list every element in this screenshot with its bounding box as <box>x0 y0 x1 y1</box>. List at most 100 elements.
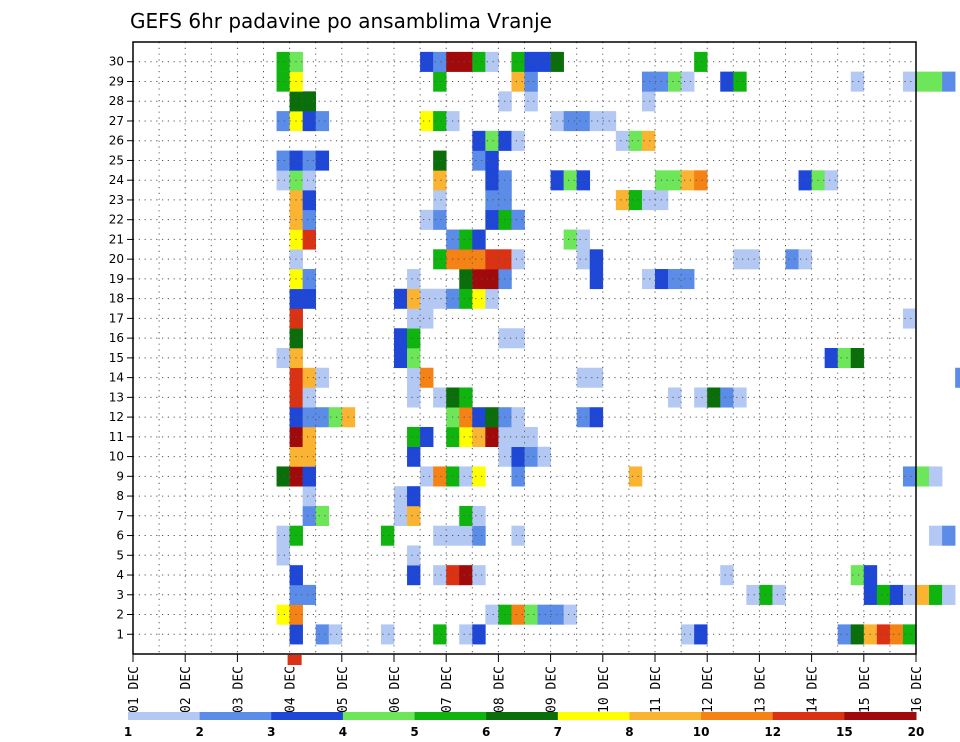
precip-cell <box>850 565 865 586</box>
precip-cell <box>328 407 343 428</box>
precip-cell <box>785 249 799 270</box>
precip-cell <box>485 170 499 191</box>
precip-cell <box>511 426 525 448</box>
y-tick-label: 27 <box>109 114 124 128</box>
precip-cell <box>420 466 434 487</box>
x-tick-label: 16 DEC <box>910 666 925 713</box>
precip-cell <box>850 348 865 369</box>
colorbar-label: 6 <box>482 725 490 739</box>
x-tick-label: 07 DEC <box>440 666 455 713</box>
precip-cell <box>876 624 891 645</box>
precip-cell <box>511 328 525 349</box>
y-tick-label: 17 <box>109 311 124 325</box>
precip-cell <box>746 249 760 270</box>
x-tick-label: 13 DEC <box>753 666 768 713</box>
precip-cell <box>433 71 447 92</box>
precip-cell <box>433 624 447 645</box>
precip-cell <box>302 229 316 250</box>
precip-cell <box>733 387 747 408</box>
precip-cell <box>276 604 290 625</box>
precip-cell <box>641 269 656 290</box>
precip-cell <box>589 367 604 388</box>
precip-cell <box>459 624 473 645</box>
y-axis-ticks: 1234567891011121314151617181920212223242… <box>109 55 133 641</box>
precip-cell <box>315 407 330 428</box>
x-tick-label: 15 DEC <box>858 666 873 713</box>
precip-cell <box>276 348 290 369</box>
precip-cell <box>720 387 734 408</box>
precip-cell <box>876 584 891 605</box>
precip-cell <box>433 111 447 132</box>
precip-cell <box>485 130 499 151</box>
precip-cell <box>524 91 538 112</box>
precip-cell <box>302 91 316 112</box>
precip-cell <box>641 71 656 92</box>
precip-cell <box>315 505 330 526</box>
precip-cell <box>511 407 525 428</box>
precip-cell <box>459 407 473 428</box>
y-tick-label: 10 <box>109 450 124 464</box>
y-tick-label: 25 <box>109 153 124 167</box>
precip-cell <box>576 170 591 191</box>
x-axis-ticks: 01 DEC 02 DEC 03 DEC 04 DEC 05 DEC 06 DEC 07 D… <box>127 654 925 713</box>
precip-cell <box>837 348 852 369</box>
y-tick-label: 2 <box>116 608 124 622</box>
precip-cell <box>485 190 499 211</box>
precip-cell <box>433 51 447 72</box>
precip-cell <box>302 446 316 467</box>
x-tick-label: 09 DEC <box>545 666 560 713</box>
precip-cell <box>720 565 734 586</box>
precip-cell <box>511 209 525 230</box>
precip-cell <box>902 584 917 605</box>
colorbar-label: 12 <box>764 725 781 739</box>
chart-title: GEFS 6hr padavine po ansamblima Vranje <box>130 9 552 33</box>
precip-cell <box>524 51 538 72</box>
precip-cell <box>472 269 486 290</box>
precip-cell <box>433 209 447 230</box>
precip-cell <box>407 288 421 309</box>
precip-cell <box>472 249 486 270</box>
precip-cell <box>681 170 695 191</box>
precip-cell <box>524 426 538 448</box>
precip-cell <box>746 584 760 605</box>
x-tick-label: 14 DEC <box>806 666 821 713</box>
precip-cell <box>472 525 486 546</box>
precip-cell <box>955 367 960 388</box>
precip-cell <box>407 348 421 369</box>
colorbar-label: 1 <box>124 725 132 739</box>
precip-cell <box>302 269 316 290</box>
precip-cell <box>459 269 473 290</box>
precip-cell <box>485 604 499 625</box>
x-tick-label: 06 DEC <box>388 666 403 713</box>
precip-cell <box>485 209 499 230</box>
x-tick-label: 08 DEC <box>492 666 507 713</box>
y-tick-label: 29 <box>109 74 124 88</box>
precip-cell <box>615 130 630 151</box>
colorbar-swatch <box>486 712 559 720</box>
precip-cell <box>485 288 499 309</box>
colorbar-label: 20 <box>908 725 925 739</box>
precip-cell <box>902 624 917 645</box>
y-tick-label: 20 <box>109 252 124 266</box>
precip-cell <box>315 624 330 645</box>
colorbar-label: 2 <box>195 725 203 739</box>
precip-cell <box>929 525 943 546</box>
precip-cell <box>276 466 290 487</box>
precip-cell <box>576 249 591 270</box>
y-tick-label: 28 <box>109 94 124 108</box>
precip-cell <box>472 505 486 526</box>
precip-cell <box>276 170 290 191</box>
precip-cell <box>524 446 538 467</box>
precip-cell <box>302 387 316 408</box>
precip-cell <box>380 525 395 546</box>
y-tick-label: 1 <box>116 627 124 641</box>
precip-cell <box>433 190 447 211</box>
precip-cell <box>537 51 551 72</box>
precip-cell <box>641 190 656 211</box>
y-tick-label: 19 <box>109 272 124 286</box>
precip-cell <box>772 584 786 605</box>
precip-cell <box>433 525 447 546</box>
precip-cell <box>563 170 577 191</box>
x-tick-label: 03 DEC <box>231 666 246 713</box>
y-tick-label: 13 <box>109 390 124 404</box>
